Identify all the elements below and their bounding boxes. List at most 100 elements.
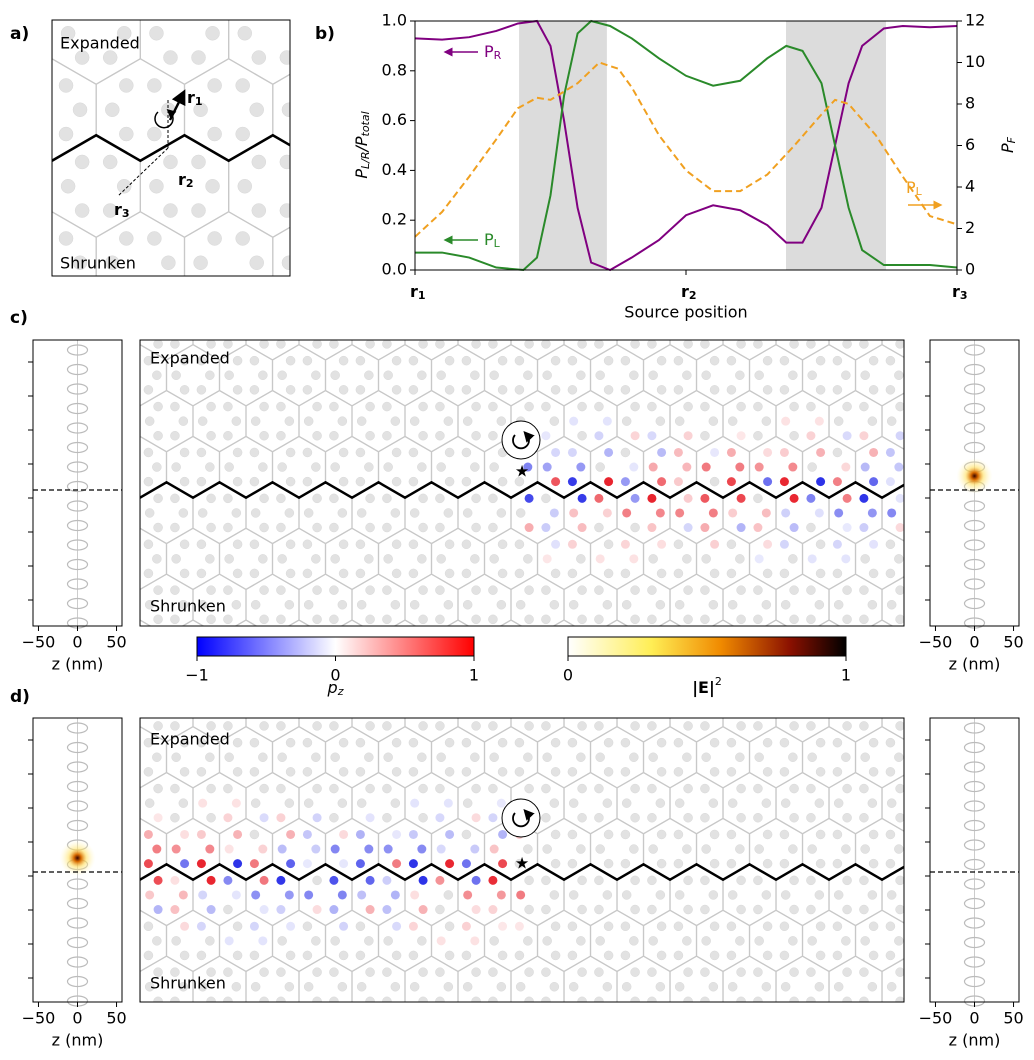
site bbox=[630, 614, 640, 625]
site bbox=[833, 600, 844, 610]
site bbox=[58, 231, 74, 246]
site bbox=[524, 523, 534, 533]
site bbox=[435, 401, 445, 412]
site bbox=[550, 707, 559, 716]
site bbox=[232, 325, 241, 334]
site bbox=[577, 996, 587, 1002]
site bbox=[392, 829, 402, 839]
site bbox=[193, 255, 208, 270]
site bbox=[700, 904, 710, 915]
site bbox=[197, 416, 208, 426]
site bbox=[462, 798, 473, 808]
site bbox=[673, 767, 684, 777]
site bbox=[655, 508, 665, 518]
site bbox=[779, 737, 790, 748]
site bbox=[815, 325, 824, 334]
site bbox=[249, 385, 260, 395]
site bbox=[894, 554, 904, 564]
site bbox=[311, 370, 321, 380]
site bbox=[542, 370, 552, 380]
site bbox=[365, 430, 375, 441]
site bbox=[443, 890, 454, 900]
site bbox=[576, 462, 586, 472]
site bbox=[549, 508, 559, 518]
site bbox=[602, 982, 613, 992]
site bbox=[435, 310, 444, 319]
site bbox=[312, 401, 322, 412]
site bbox=[391, 539, 402, 550]
site bbox=[330, 370, 340, 380]
site bbox=[101, 784, 110, 793]
site-profile bbox=[963, 897, 986, 910]
site bbox=[841, 462, 851, 472]
site bbox=[251, 707, 260, 716]
site bbox=[249, 859, 259, 869]
site bbox=[914, 753, 923, 762]
site bbox=[496, 982, 507, 992]
site bbox=[286, 829, 296, 839]
site bbox=[153, 813, 163, 823]
site bbox=[0, 204, 1, 218]
site bbox=[91, 540, 100, 549]
site bbox=[577, 523, 587, 533]
site bbox=[779, 447, 789, 457]
site bbox=[207, 310, 216, 319]
site bbox=[296, 78, 310, 92]
site bbox=[675, 325, 684, 334]
site bbox=[682, 462, 692, 472]
site bbox=[237, 179, 253, 194]
site bbox=[356, 508, 367, 518]
site bbox=[408, 829, 418, 839]
site bbox=[735, 936, 745, 946]
site bbox=[816, 661, 825, 670]
hex-cell bbox=[909, 910, 962, 971]
site bbox=[550, 355, 561, 366]
site bbox=[444, 355, 455, 366]
site bbox=[198, 707, 207, 716]
site bbox=[259, 493, 269, 504]
source-icon bbox=[501, 798, 541, 838]
site bbox=[329, 522, 339, 533]
site bbox=[303, 661, 312, 670]
site bbox=[276, 721, 286, 731]
y2-axis-label: PF bbox=[998, 136, 1019, 153]
site bbox=[251, 203, 267, 218]
x-tick-label: 0 bbox=[969, 633, 979, 652]
site bbox=[161, 255, 176, 270]
site bbox=[753, 783, 763, 794]
site bbox=[357, 890, 367, 900]
site bbox=[834, 707, 843, 716]
site bbox=[391, 476, 402, 487]
site-profile bbox=[963, 839, 986, 851]
site-profile bbox=[963, 402, 986, 415]
site bbox=[708, 600, 719, 610]
site bbox=[153, 585, 163, 595]
site bbox=[647, 585, 657, 595]
site bbox=[761, 982, 772, 992]
site bbox=[324, 78, 338, 92]
site bbox=[31, 231, 45, 245]
site bbox=[163, 203, 178, 218]
site bbox=[885, 355, 896, 366]
site bbox=[726, 921, 737, 932]
site bbox=[648, 844, 658, 854]
site bbox=[249, 767, 260, 777]
site bbox=[524, 401, 534, 412]
site bbox=[470, 752, 480, 762]
site bbox=[179, 539, 190, 550]
site bbox=[488, 875, 498, 885]
site bbox=[443, 508, 454, 518]
site bbox=[780, 661, 789, 670]
site bbox=[390, 982, 401, 992]
site bbox=[736, 783, 746, 794]
site bbox=[524, 585, 534, 595]
site bbox=[674, 982, 685, 992]
site bbox=[329, 996, 339, 1002]
site bbox=[700, 812, 710, 823]
site bbox=[708, 798, 719, 808]
site bbox=[708, 508, 718, 518]
site bbox=[143, 829, 153, 839]
site bbox=[232, 737, 243, 748]
site bbox=[338, 950, 349, 961]
site bbox=[179, 447, 190, 458]
